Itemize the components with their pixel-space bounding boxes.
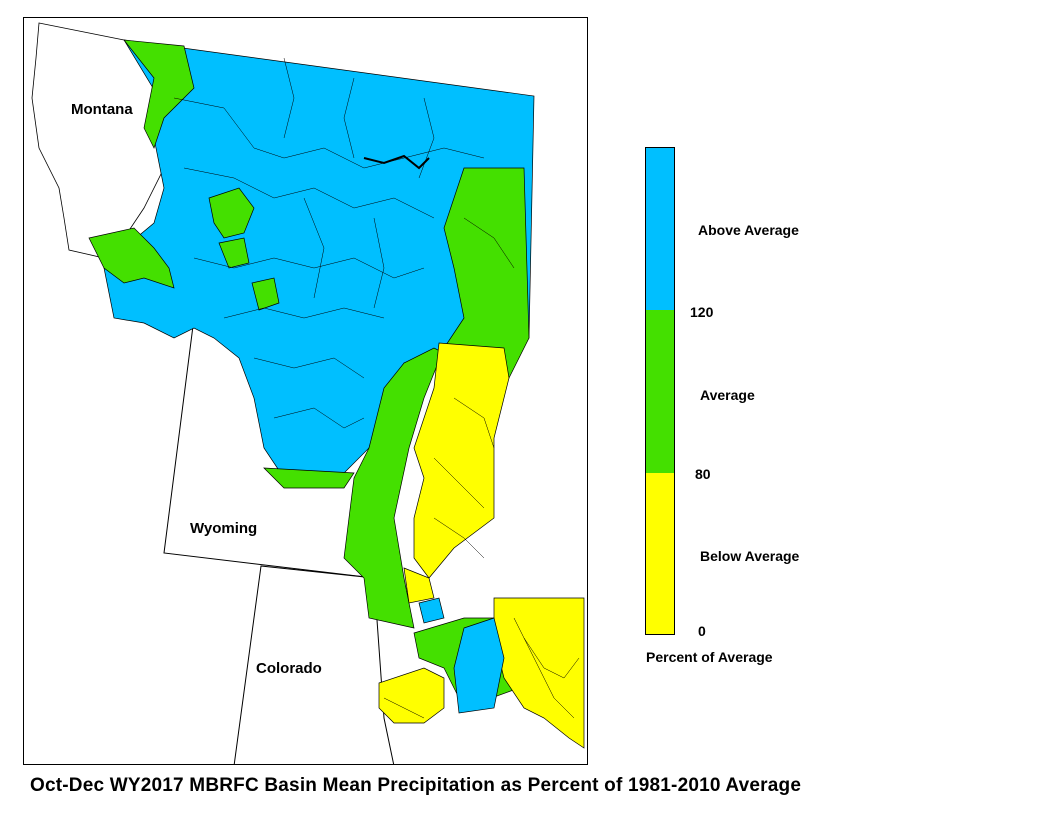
region-below-average-southwest	[378, 667, 445, 724]
region-average-spot	[251, 277, 280, 311]
legend-swatch-above	[646, 148, 674, 310]
region-above-average-south	[453, 617, 505, 714]
region-below-average-southeast	[493, 597, 585, 749]
colorado-outline	[233, 565, 395, 764]
legend-label-below: Below Average	[700, 548, 800, 564]
region-average-center	[208, 187, 255, 239]
legend-label-average: Average	[700, 387, 755, 403]
region-average-small	[218, 237, 250, 269]
region-above-average-small	[418, 597, 445, 624]
legend-tick-80: 80	[695, 466, 711, 482]
map-panel	[23, 17, 588, 765]
basin-boundaries	[173, 57, 580, 719]
river-line	[363, 154, 430, 170]
state-label-montana: Montana	[71, 101, 133, 118]
region-average-west	[88, 227, 175, 289]
region-below-average-south	[403, 567, 435, 604]
region-average-nw	[123, 39, 195, 149]
region-average-south	[263, 467, 355, 489]
state-label-colorado: Colorado	[256, 660, 322, 677]
legend-tick-0: 0	[698, 623, 706, 639]
state-label-wyoming: Wyoming	[190, 520, 258, 537]
legend-swatch-below	[646, 473, 674, 634]
legend-color-bar	[645, 147, 675, 635]
map-caption: Oct-Dec WY2017 MBRFC Basin Mean Precipit…	[30, 775, 802, 796]
basin-map	[31, 22, 585, 764]
legend-tick-120: 120	[690, 304, 714, 320]
legend-label-above: Above Average	[698, 222, 799, 238]
legend-title: Percent of Average	[646, 649, 773, 665]
legend-swatch-average	[646, 310, 674, 473]
region-below-average-central	[413, 342, 510, 579]
